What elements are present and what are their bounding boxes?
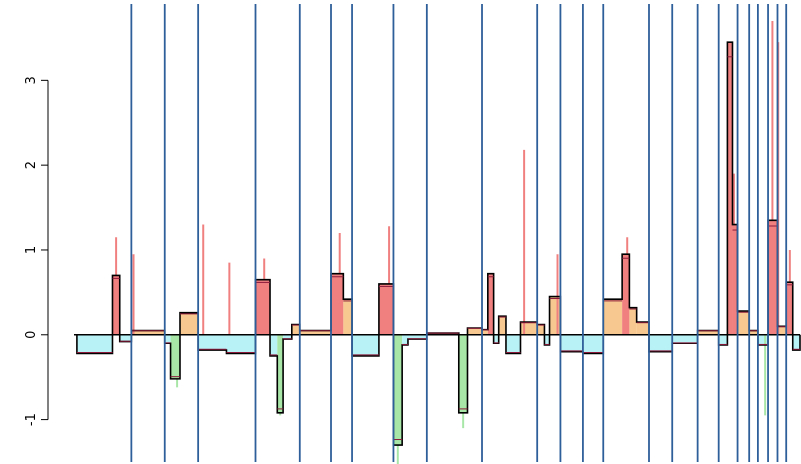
bar-8 <box>226 334 256 354</box>
chart-step-lines <box>76 41 801 446</box>
bar-2 <box>119 334 132 342</box>
bar-16 <box>343 299 353 335</box>
y-tick-label: -1 <box>24 413 39 426</box>
y-axis: -1 0 1 2 3 <box>24 76 49 426</box>
y-tick-label: 1 <box>24 246 39 254</box>
chart-spikes <box>115 20 791 464</box>
bar-29 <box>505 334 521 354</box>
bar-18 <box>378 283 394 335</box>
bar-13 <box>291 324 300 335</box>
chart-fills <box>76 42 800 446</box>
bar-0 <box>76 334 113 354</box>
bar-36 <box>603 299 623 335</box>
bar-47 <box>749 330 758 335</box>
bar-32 <box>544 334 550 345</box>
bar-14 <box>299 330 332 335</box>
bar-31 <box>537 324 545 335</box>
bar-15 <box>331 273 344 335</box>
y-tick-label: 0 <box>24 331 39 339</box>
bar-9 <box>255 279 271 335</box>
bar-26 <box>487 273 494 335</box>
bar-4 <box>164 334 171 344</box>
y-tick-label: 2 <box>24 161 39 169</box>
bar-40 <box>648 334 673 352</box>
bar-12 <box>283 334 292 340</box>
bar-7 <box>198 334 227 351</box>
chart-separators <box>130 4 788 462</box>
bar-48 <box>757 334 769 345</box>
bar-33 <box>549 296 561 335</box>
bar-39 <box>636 322 649 335</box>
bar-35 <box>582 334 604 354</box>
bar-22 <box>426 333 459 335</box>
bar-27 <box>493 334 499 344</box>
bar-41 <box>672 334 698 344</box>
y-tick-label: 3 <box>24 76 39 84</box>
bar-42 <box>697 330 719 335</box>
bar-10 <box>270 334 278 356</box>
bar-28 <box>498 316 506 335</box>
bar-46 <box>737 311 750 335</box>
step-line <box>76 41 801 446</box>
bar-5 <box>170 334 180 379</box>
bar-30 <box>520 322 538 335</box>
bar-38 <box>629 307 637 335</box>
bar-20 <box>402 334 408 345</box>
bar-3 <box>131 330 165 335</box>
bar-45 <box>732 224 738 335</box>
bar-6 <box>179 312 199 335</box>
bar-50 <box>777 326 787 335</box>
bar-34 <box>560 334 583 352</box>
bar-24 <box>467 327 483 335</box>
bar-21 <box>407 334 427 340</box>
bar-17 <box>352 334 379 356</box>
bar-37 <box>622 254 630 335</box>
bar-52 <box>792 334 800 351</box>
bar-25 <box>482 329 488 335</box>
bar-43 <box>718 334 728 345</box>
